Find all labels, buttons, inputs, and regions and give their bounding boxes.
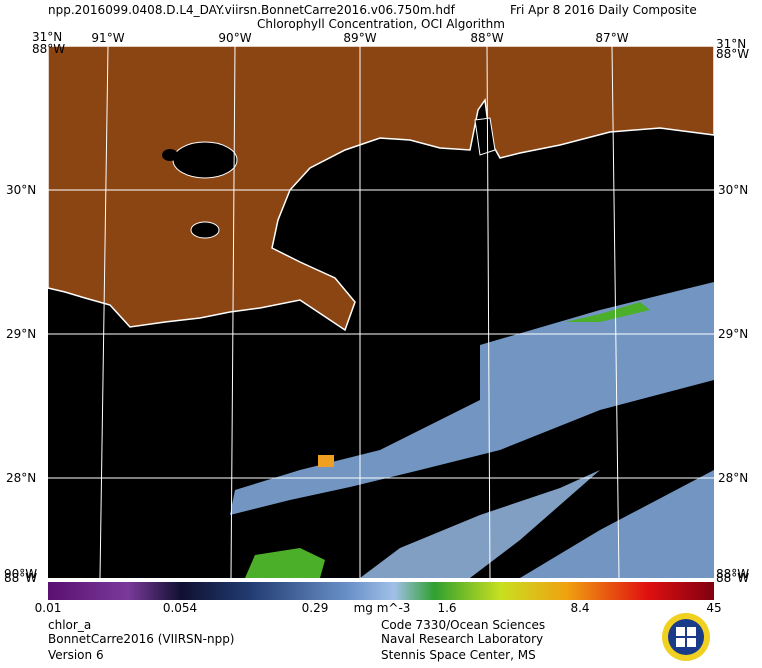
- corner-label: 88°W: [716, 567, 749, 581]
- corner-label: 90°W: [4, 567, 37, 581]
- chlorophyll-band: [520, 470, 714, 578]
- colorbar: [48, 582, 714, 600]
- footer-right: Stennis Space Center, MS: [381, 648, 536, 662]
- lon-label: 88°W: [470, 31, 503, 45]
- colorbar-label: 0.054: [163, 601, 197, 615]
- corner-label: 31°N: [716, 37, 746, 51]
- corner-label: 88°W: [32, 42, 65, 56]
- chlorophyll-band: [360, 470, 600, 578]
- filename: npp.2016099.0408.D.L4_DAY.viirsn.BonnetC…: [48, 3, 456, 17]
- footer-right: Code 7330/Ocean Sciences: [381, 618, 545, 632]
- title: Chlorophyll Concentration, OCI Algorithm: [257, 17, 505, 31]
- lon-label: 91°W: [91, 31, 124, 45]
- chlorophyll-green: [565, 302, 650, 322]
- colorbar-label: 1.6: [437, 601, 456, 615]
- lon-label: 90°W: [218, 31, 251, 45]
- lat-label: 28°N: [6, 471, 36, 485]
- lat-label: 28°N: [718, 471, 748, 485]
- footer-left: chlor_a: [48, 618, 91, 632]
- colorbar-label: 0.01: [35, 601, 62, 615]
- corner-label: 88°W: [716, 571, 749, 585]
- corner-label: 31°N: [32, 30, 62, 44]
- lat-label: 29°N: [718, 327, 748, 341]
- chlorophyll-green: [245, 548, 325, 578]
- colorbar-label: 0.29: [302, 601, 329, 615]
- lon-label: 89°W: [343, 31, 376, 45]
- colorbar-label: 8.4: [570, 601, 589, 615]
- lat-label: 30°N: [6, 183, 36, 197]
- bay: [474, 117, 496, 156]
- graticule: [48, 45, 714, 579]
- lake: [190, 221, 220, 239]
- meridian: [611, 45, 620, 579]
- map: [47, 45, 715, 579]
- colorbar-label: 45: [706, 601, 721, 615]
- lon-label: 87°W: [595, 31, 628, 45]
- land: [47, 45, 715, 332]
- corner-label: 88°W: [716, 47, 749, 61]
- footer-left: Version 6: [48, 648, 104, 662]
- colorbar-units: mg m^-3: [354, 601, 411, 615]
- meridian: [230, 45, 236, 579]
- corner-label: 88°W: [4, 571, 37, 585]
- chlorophyll-orange: [318, 455, 334, 467]
- lat-label: 30°N: [718, 183, 748, 197]
- date: Fri Apr 8 2016 Daily Composite: [510, 3, 697, 17]
- chlorophyll-band: [230, 282, 714, 515]
- footer-right: Naval Research Laboratory: [381, 632, 543, 646]
- footer-left: BonnetCarre2016 (VIIRSN-npp): [48, 632, 235, 646]
- meridian: [99, 45, 109, 579]
- lat-label: 29°N: [6, 327, 36, 341]
- lake: [172, 141, 238, 179]
- meridian: [486, 45, 491, 579]
- lake: [162, 149, 178, 161]
- nrl-emblem: [662, 613, 710, 661]
